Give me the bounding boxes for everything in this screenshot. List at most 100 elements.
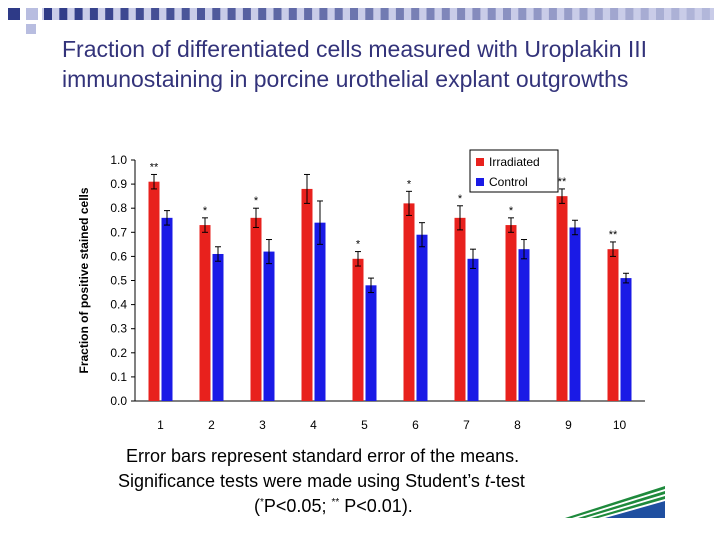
x-axis-label: Samples xyxy=(596,444,646,445)
bar-control xyxy=(314,222,326,401)
x-tick-label: 5 xyxy=(361,418,368,432)
deco-band-block xyxy=(487,8,496,20)
legend-label-control: Control xyxy=(489,175,528,189)
deco-band-block xyxy=(74,8,83,20)
deco-band-block xyxy=(548,8,557,20)
significance-marker: ** xyxy=(609,229,618,241)
deco-band-block xyxy=(411,8,420,20)
deco-band-block xyxy=(151,8,160,20)
deco-band-block xyxy=(273,8,282,20)
significance-marker: * xyxy=(458,193,463,205)
deco-band-block xyxy=(457,8,466,20)
y-tick-label: 0.9 xyxy=(110,177,127,191)
x-tick-label: 3 xyxy=(259,418,266,432)
bar-control xyxy=(467,258,479,401)
note-p-values: (*P<0.05; ** P<0.01). xyxy=(254,496,413,517)
bar-control xyxy=(263,251,275,401)
deco-band-block xyxy=(686,8,695,20)
deco-band-block xyxy=(564,8,573,20)
y-tick-label: 0.5 xyxy=(110,274,127,288)
y-axis-label: Fraction of positive stained cells xyxy=(77,187,91,373)
significance-marker: ** xyxy=(558,176,567,188)
x-tick-label: 10 xyxy=(613,418,627,432)
deco-band-block xyxy=(334,8,343,20)
note-text: P<0.01). xyxy=(339,496,413,516)
corner-logo xyxy=(565,486,665,518)
note-text: ( xyxy=(254,496,260,516)
deco-band-block xyxy=(242,8,251,20)
bar-irradiated xyxy=(199,225,211,401)
bar-irradiated xyxy=(505,225,517,401)
deco-band-block xyxy=(426,8,435,20)
deco-band-block xyxy=(701,8,710,20)
deco-band-block xyxy=(395,8,404,20)
deco-band-block xyxy=(319,8,328,20)
logo-stripe xyxy=(591,496,665,518)
legend-label-irradiated: Irradiated xyxy=(489,155,540,169)
deco-band-block xyxy=(212,8,221,20)
deco-band-block xyxy=(610,8,619,20)
x-tick-label: 8 xyxy=(514,418,521,432)
y-tick-label: 0.3 xyxy=(110,322,127,336)
deco-band-block xyxy=(625,8,634,20)
logo-stripe xyxy=(565,486,665,518)
deco-band-block xyxy=(472,8,481,20)
note-text: Significance tests were made using Stude… xyxy=(118,471,485,491)
legend-box xyxy=(469,149,559,193)
logo-stripe xyxy=(605,501,665,518)
bar-control xyxy=(416,234,428,401)
y-tick-label: 0.0 xyxy=(110,394,127,408)
deco-band-block xyxy=(59,8,68,20)
x-tick-label: 9 xyxy=(565,418,572,432)
y-tick-label: 0.8 xyxy=(110,201,127,215)
deco-band-block xyxy=(533,8,542,20)
deco-band-block xyxy=(441,8,450,20)
deco-band-block xyxy=(105,8,114,20)
note-significance-tests: Significance tests were made using Stude… xyxy=(118,471,525,492)
significance-marker: * xyxy=(509,205,514,217)
bar-control xyxy=(365,285,377,401)
deco-band-block xyxy=(89,8,98,20)
deco-band xyxy=(42,8,714,20)
note-text: P<0.05; xyxy=(263,496,332,516)
deco-band-block xyxy=(579,8,588,20)
significance-marker: * xyxy=(254,195,259,207)
deco-band-block xyxy=(258,8,267,20)
deco-band-block xyxy=(640,8,649,20)
deco-band-block xyxy=(227,8,236,20)
bar-control xyxy=(620,278,632,401)
legend-swatch-control xyxy=(476,178,484,186)
x-tick-label: 6 xyxy=(412,418,419,432)
deco-band-block xyxy=(656,8,664,20)
deco-band-block xyxy=(350,8,358,20)
deco-band-block xyxy=(304,8,313,20)
deco-band-block xyxy=(120,8,129,20)
slide-title: Fraction of differentiated cells measure… xyxy=(62,36,648,92)
note-star: * xyxy=(260,497,264,508)
bar-irradiated xyxy=(352,258,364,401)
bar-irradiated xyxy=(403,203,415,401)
legend-swatch-irradiated xyxy=(476,158,484,166)
deco-band-block xyxy=(135,8,144,20)
bar-irradiated xyxy=(607,249,619,401)
note-star: ** xyxy=(331,497,340,508)
deco-band-block xyxy=(181,8,190,20)
deco-band-block xyxy=(197,8,205,20)
significance-marker: * xyxy=(356,239,361,251)
deco-band-block xyxy=(166,8,175,20)
decorative-squares xyxy=(8,8,714,34)
deco-band-block xyxy=(44,8,52,20)
bar-irradiated xyxy=(301,188,313,401)
bar-control xyxy=(212,253,224,401)
deco-square xyxy=(26,8,38,20)
deco-band-block xyxy=(503,8,511,20)
significance-marker: * xyxy=(407,178,412,190)
deco-square xyxy=(26,24,36,34)
note-text: -test xyxy=(489,471,525,491)
bar-irradiated xyxy=(148,181,160,401)
logo-stripe xyxy=(578,491,665,518)
deco-band-block xyxy=(380,8,389,20)
y-tick-label: 0.2 xyxy=(110,346,127,360)
deco-band-block xyxy=(288,8,297,20)
bar-irradiated xyxy=(454,217,466,401)
